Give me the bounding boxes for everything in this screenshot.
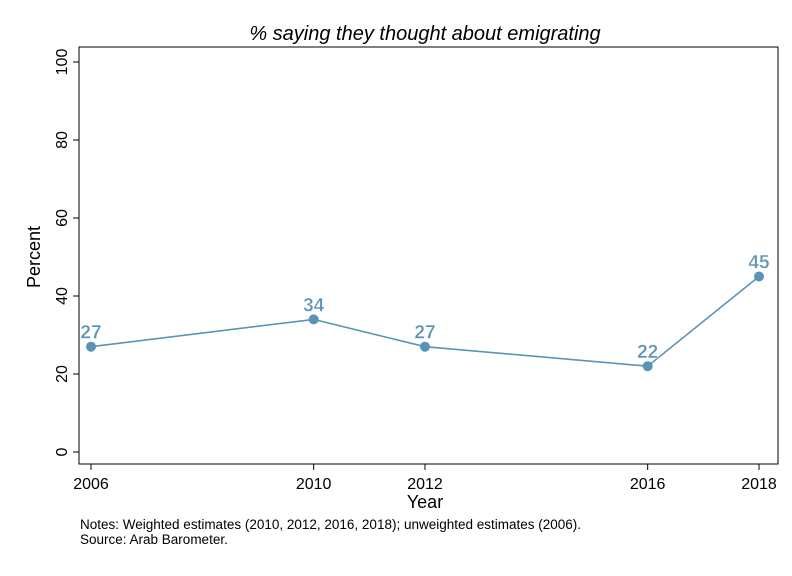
chart: % saying they thought about emigrating 0… xyxy=(24,23,779,510)
x-tick-label: 2006 xyxy=(73,476,109,493)
series-layer: 27 34 27 22 45 xyxy=(80,252,770,372)
chart-title: % saying they thought about emigrating xyxy=(249,23,600,45)
data-point xyxy=(754,271,764,282)
y-tick-label: 60 xyxy=(54,209,71,227)
x-axis-title: Year xyxy=(407,492,443,510)
y-axis: 0 20 40 60 80 100 xyxy=(54,49,79,456)
y-axis-title: Percent xyxy=(24,226,44,288)
notes: Notes: Weighted estimates (2010, 2012, 2… xyxy=(80,517,581,547)
x-tick-label: 2018 xyxy=(741,476,777,493)
y-tick-label: 20 xyxy=(54,365,71,383)
x-tick-label: 2016 xyxy=(630,476,666,493)
data-point xyxy=(308,314,319,325)
data-point xyxy=(420,341,430,352)
x-tick-label: 2010 xyxy=(296,476,332,493)
data-label: 27 xyxy=(414,323,435,344)
notes-line: Notes: Weighted estimates (2010, 2012, 2… xyxy=(80,517,582,532)
data-label: 27 xyxy=(80,323,101,344)
y-tick-label: 40 xyxy=(54,287,71,305)
data-point xyxy=(86,341,96,352)
series-line xyxy=(90,275,760,368)
data-point xyxy=(642,361,653,372)
data-label: 34 xyxy=(303,295,325,316)
y-tick-label: 80 xyxy=(54,131,71,149)
x-tick-label: 2012 xyxy=(407,476,443,493)
data-label: 45 xyxy=(748,253,770,274)
x-axis: 2006 2010 2012 2016 2018 xyxy=(73,464,777,493)
source-line: Source: Arab Barometer. xyxy=(80,532,228,547)
plot-frame xyxy=(78,46,779,465)
y-tick-label: 0 xyxy=(54,447,71,456)
data-label: 22 xyxy=(637,342,658,363)
y-tick-label: 100 xyxy=(54,49,71,76)
